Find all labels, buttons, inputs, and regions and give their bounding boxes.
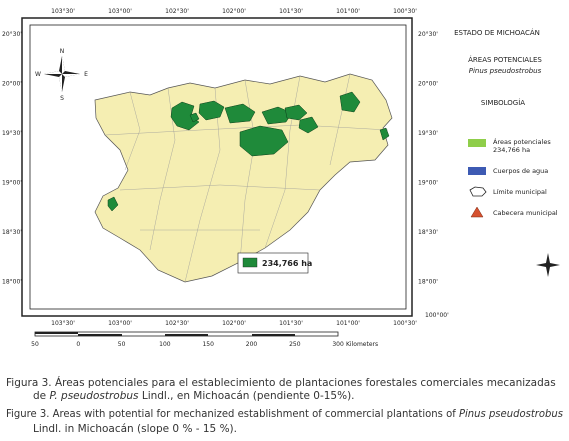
compass: N S E W — [35, 48, 88, 102]
legend-title: ESTADO DE MICHOACÁN — [454, 28, 540, 37]
scale-unit: Kilometers — [346, 341, 378, 348]
scale-label: 300 — [332, 341, 344, 348]
legend-swatch-areas — [468, 139, 486, 147]
legend-swatch-limit — [469, 186, 487, 197]
lon-label: 101°30' — [279, 8, 303, 15]
lon-label: 103°30' — [51, 8, 75, 15]
area-label: 234,766 ha — [262, 259, 312, 268]
municipal-lines — [104, 73, 389, 283]
legend-swatch-water — [468, 167, 486, 175]
caption-es-2: de P. pseudostrobus Lindl., en Michoacán… — [33, 390, 355, 402]
caption-text: Lindl., en Michoacán (pendiente 0-15%). — [139, 390, 355, 402]
legend-species: Pinus pseudostrobus — [469, 67, 542, 75]
compass-s: S — [60, 95, 64, 102]
lon-label: 101°30' — [279, 320, 303, 327]
compass-w: W — [35, 71, 41, 78]
scale-label: 150 — [202, 341, 214, 348]
lat-label: 19°00' — [2, 180, 22, 187]
corner-label: 100°00' — [425, 312, 449, 319]
caption-species: Pinus pseudostrobus — [459, 408, 564, 420]
lon-label: 102°30' — [165, 8, 189, 15]
lon-label: 103°00' — [108, 320, 132, 327]
scale-label: 100 — [159, 341, 171, 348]
scale-bar — [34, 331, 339, 337]
lon-label: 102°00' — [222, 320, 246, 327]
scale-label: 0 — [76, 341, 80, 348]
lon-label: 102°30' — [165, 320, 189, 327]
potential-areas — [107, 91, 390, 212]
scale-label: 50 — [118, 341, 126, 348]
area-swatch — [242, 257, 258, 268]
legend-label: Cabecera municipal — [493, 209, 558, 217]
lon-label: 103°30' — [51, 320, 75, 327]
lat-label: 19°00' — [418, 180, 438, 187]
lon-label: 101°00' — [336, 320, 360, 327]
legend-sublabel: 234,766 ha — [493, 146, 530, 154]
caption-text: Figure 3. Areas with potential for mecha… — [6, 408, 459, 420]
lat-label: 18°00' — [418, 279, 438, 286]
legend-label: Límite municipal — [493, 188, 547, 196]
lon-label: 102°00' — [222, 8, 246, 15]
compass-small — [536, 253, 560, 277]
legend-heading: SIMBOLOGÍA — [481, 98, 525, 107]
lon-label: 100°30' — [393, 8, 417, 15]
lat-label: 19°30' — [2, 130, 22, 137]
lat-label: 20°30' — [418, 31, 438, 38]
legend-label: Áreas potenciales — [493, 137, 551, 146]
lat-label: 20°00' — [418, 81, 438, 88]
lat-label: 20°00' — [2, 81, 22, 88]
lat-label: 19°30' — [418, 130, 438, 137]
lon-label: 100°30' — [393, 320, 417, 327]
lat-label: 18°30' — [2, 229, 22, 236]
caption-text: de — [33, 390, 49, 402]
compass-n: N — [60, 48, 65, 55]
legend-subtitle: ÁREAS POTENCIALES — [468, 55, 542, 64]
lat-label: 18°00' — [2, 279, 22, 286]
compass-e: E — [84, 71, 88, 78]
lat-label: 18°30' — [418, 229, 438, 236]
legend-label: Cuerpos de agua — [493, 167, 548, 175]
caption-en-2: Lindl. in Michoacán (slope 0 % - 15 %). — [33, 423, 237, 435]
caption-en-1: Figure 3. Areas with potential for mecha… — [6, 408, 564, 420]
scale-label: 50 — [31, 341, 39, 348]
caption-es-1: Figura 3. Áreas potenciales para el esta… — [6, 376, 556, 389]
scale-label: 250 — [289, 341, 301, 348]
lon-label: 101°00' — [336, 8, 360, 15]
lon-label: 103°00' — [108, 8, 132, 15]
lat-label: 20°30' — [2, 31, 22, 38]
scale-label: 200 — [246, 341, 258, 348]
legend-swatch-town — [470, 206, 484, 218]
caption-species: P. pseudostrobus — [49, 390, 139, 402]
